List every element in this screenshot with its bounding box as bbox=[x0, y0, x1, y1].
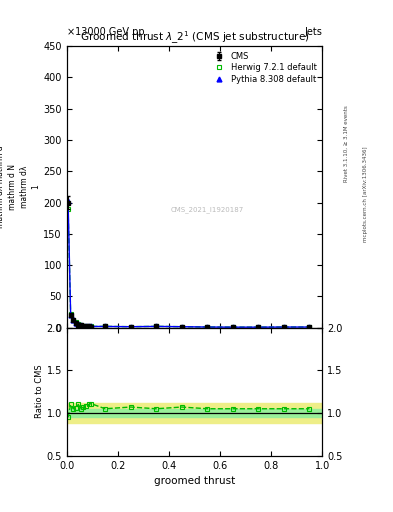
Pythia 8.308 default bbox=[230, 324, 235, 330]
Herwig 7.2.1 default bbox=[73, 319, 78, 326]
Pythia 8.308 default bbox=[71, 317, 75, 323]
Pythia 8.308 default bbox=[81, 323, 86, 329]
Herwig 7.2.1 default bbox=[66, 206, 70, 212]
Pythia 8.308 default bbox=[86, 323, 91, 329]
Herwig 7.2.1 default bbox=[256, 324, 261, 330]
Y-axis label: Ratio to CMS: Ratio to CMS bbox=[35, 365, 44, 418]
Herwig 7.2.1 default bbox=[230, 324, 235, 330]
Pythia 8.308 default bbox=[307, 324, 312, 330]
Y-axis label: mathrm d²N
mathrm dλ mathrm d
mathrm d N
mathrm dλ
1: mathrm d²N mathrm dλ mathrm d mathrm d N… bbox=[0, 145, 40, 228]
Herwig 7.2.1 default bbox=[81, 323, 86, 329]
Pythia 8.308 default bbox=[68, 311, 73, 317]
Herwig 7.2.1 default bbox=[179, 324, 184, 330]
Pythia 8.308 default bbox=[84, 323, 88, 329]
Herwig 7.2.1 default bbox=[281, 324, 286, 330]
Pythia 8.308 default bbox=[76, 322, 81, 328]
Text: CMS_2021_I1920187: CMS_2021_I1920187 bbox=[171, 206, 244, 213]
Herwig 7.2.1 default bbox=[89, 324, 94, 330]
Herwig 7.2.1 default bbox=[86, 323, 91, 329]
Herwig 7.2.1 default bbox=[129, 324, 133, 330]
Title: Groomed thrust $\lambda\_2^1$ (CMS jet substructure): Groomed thrust $\lambda\_2^1$ (CMS jet s… bbox=[80, 30, 309, 46]
Text: mcplots.cern.ch [arXiv:1306.3436]: mcplots.cern.ch [arXiv:1306.3436] bbox=[363, 147, 368, 242]
Pythia 8.308 default bbox=[256, 324, 261, 330]
Text: Jets: Jets bbox=[305, 27, 322, 37]
Pythia 8.308 default bbox=[205, 324, 210, 330]
Pythia 8.308 default bbox=[281, 324, 286, 330]
Herwig 7.2.1 default bbox=[71, 316, 75, 323]
Pythia 8.308 default bbox=[129, 324, 133, 330]
Line: Pythia 8.308 default: Pythia 8.308 default bbox=[66, 199, 312, 330]
Pythia 8.308 default bbox=[66, 198, 70, 204]
Herwig 7.2.1 default bbox=[307, 324, 312, 330]
X-axis label: groomed thrust: groomed thrust bbox=[154, 476, 235, 486]
Line: Herwig 7.2.1 default: Herwig 7.2.1 default bbox=[66, 206, 312, 330]
Pythia 8.308 default bbox=[73, 319, 78, 326]
Pythia 8.308 default bbox=[89, 324, 94, 330]
Herwig 7.2.1 default bbox=[79, 322, 83, 328]
Herwig 7.2.1 default bbox=[84, 323, 88, 329]
Herwig 7.2.1 default bbox=[103, 323, 108, 329]
Text: ×13000 GeV pp: ×13000 GeV pp bbox=[67, 27, 145, 37]
Herwig 7.2.1 default bbox=[76, 321, 81, 327]
Pythia 8.308 default bbox=[179, 324, 184, 330]
Pythia 8.308 default bbox=[79, 322, 83, 328]
Pythia 8.308 default bbox=[103, 324, 108, 330]
Text: Rivet 3.1.10, ≥ 3.1M events: Rivet 3.1.10, ≥ 3.1M events bbox=[343, 105, 348, 182]
Pythia 8.308 default bbox=[154, 323, 158, 329]
Herwig 7.2.1 default bbox=[205, 324, 210, 330]
Legend: CMS, Herwig 7.2.1 default, Pythia 8.308 default: CMS, Herwig 7.2.1 default, Pythia 8.308 … bbox=[209, 50, 318, 86]
Herwig 7.2.1 default bbox=[154, 323, 158, 329]
Herwig 7.2.1 default bbox=[68, 311, 73, 317]
